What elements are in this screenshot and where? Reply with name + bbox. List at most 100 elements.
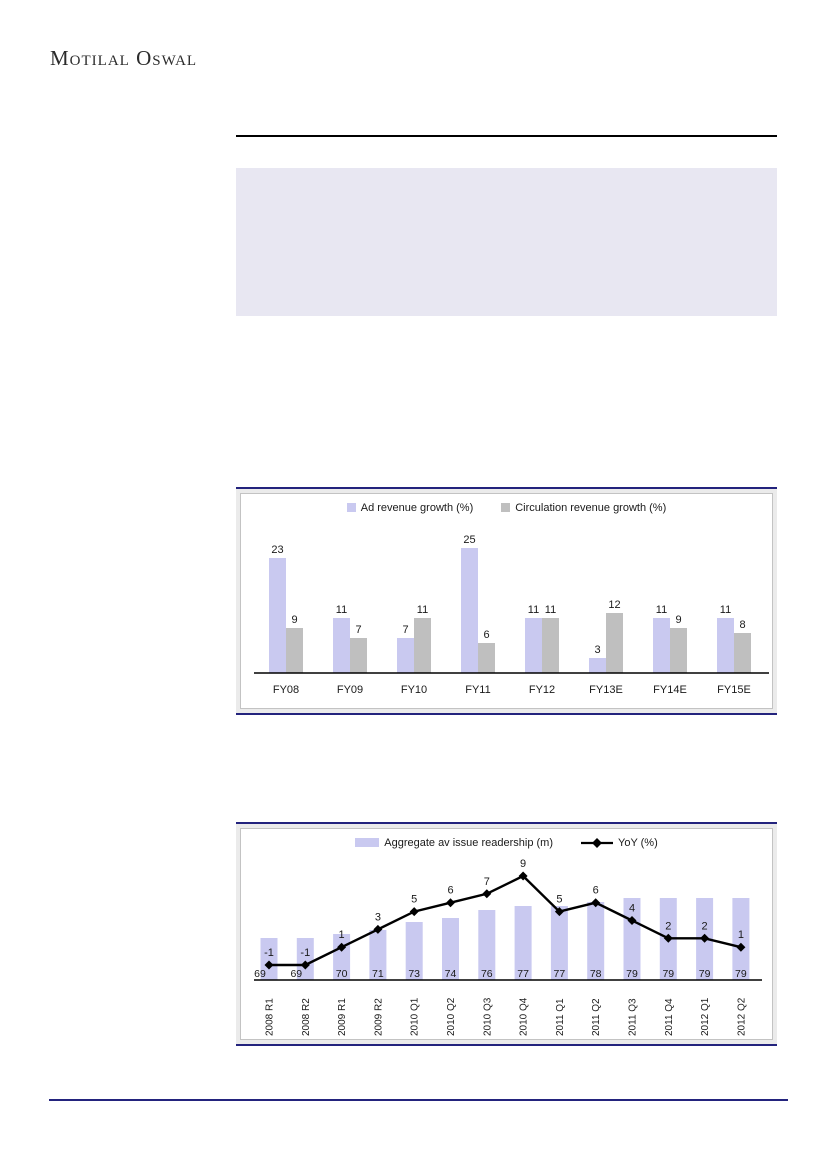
line-marker-diamond: [300, 960, 310, 970]
bar-readership: [405, 922, 423, 980]
line-value-label: 9: [520, 858, 526, 870]
bar-value-label: 9: [675, 614, 681, 626]
bar-value-label: 11: [545, 604, 556, 616]
bar-ad-revenue: [717, 618, 734, 673]
bar-value-label: 11: [720, 604, 731, 616]
bar-value-label: 69: [290, 968, 302, 980]
bar-value-label: 11: [656, 604, 667, 616]
x-axis-label: 2010 Q3: [482, 997, 493, 1036]
bar-value-label: 77: [517, 968, 529, 980]
line-value-label: 2: [702, 920, 708, 932]
bar-readership: [587, 902, 605, 980]
line-value-label: 4: [629, 903, 635, 915]
line-value-label: -1: [300, 947, 310, 959]
chart2-legend: Aggregate av issue readership (m) YoY (%…: [355, 835, 658, 850]
legend-item-readership: Aggregate av issue readership (m): [355, 837, 553, 849]
line-value-label: 1: [738, 929, 744, 941]
legend-item-circulation-revenue: Circulation revenue growth (%): [501, 502, 666, 514]
chart-readership-yoy: Aggregate av issue readership (m) YoY (%…: [236, 822, 777, 1046]
legend-color-swatch-ad: [346, 503, 356, 512]
x-axis-label: 2008 R2: [301, 998, 312, 1036]
legend-item-ad-revenue: Ad revenue growth (%): [346, 501, 474, 514]
bar-value-label: 12: [608, 599, 620, 611]
bar-circulation-revenue: [414, 618, 431, 673]
line-marker-diamond: [736, 942, 746, 952]
bar-readership: [442, 918, 459, 980]
x-axis-label: 2010 Q4: [519, 997, 530, 1036]
x-axis-label: FY08: [273, 684, 299, 696]
bar-value-label: 23: [271, 544, 283, 556]
x-axis-label: FY10: [401, 684, 427, 696]
bar-circulation-revenue: [670, 628, 687, 673]
bar-chart-plot: 23 9 FY08 11 7 FY09 7 11 FY10 25 6 FY11 11 11 FY12 3 12 F…: [254, 534, 769, 696]
line-value-label: -1: [264, 947, 274, 959]
chart-ad-circulation-revenue-growth: Ad revenue growth (%) Circulation revenu…: [236, 487, 777, 715]
bar-value-label: 71: [372, 968, 384, 980]
bar-value-label: 7: [355, 624, 361, 636]
bar-ad-revenue: [269, 558, 286, 673]
bar-value-label: 3: [594, 644, 600, 656]
legend-color-swatch-circulation: [501, 503, 511, 512]
bar-value-label: 6: [483, 629, 489, 641]
bar-ad-revenue: [589, 658, 606, 673]
x-axis-label: FY15E: [717, 684, 751, 696]
line-value-label: 6: [447, 885, 453, 897]
bar-ad-revenue: [397, 638, 414, 673]
line-value-label: 1: [339, 929, 345, 941]
bar-readership: [550, 906, 568, 980]
line-marker-diamond: [446, 898, 455, 908]
line-value-label: 3: [375, 911, 381, 923]
bar-value-label: 79: [699, 968, 711, 980]
chart2-frame: Aggregate av issue readership (m) YoY (%…: [240, 828, 773, 1040]
brand-logo: Motilal Oswal: [50, 46, 198, 70]
x-axis-label: 2009 R2: [373, 998, 384, 1036]
bar-value-label: 11: [528, 604, 539, 616]
bar-circulation-revenue: [350, 638, 367, 673]
line-marker-diamond: [373, 924, 383, 934]
x-axis-label: FY09: [337, 684, 363, 696]
x-axis-label: FY12: [529, 684, 555, 696]
bar-readership: [260, 938, 278, 980]
x-axis-label: 2011 Q3: [628, 998, 639, 1036]
yoy-line: [269, 874, 742, 967]
line-marker-diamond: [482, 889, 492, 899]
line-marker-diamond: [518, 871, 528, 881]
bar-value-label: 11: [417, 604, 428, 616]
bar-value-label: 11: [336, 604, 347, 616]
bar-circulation-revenue: [286, 628, 303, 673]
bar-value-label: 76: [481, 968, 493, 980]
bar-readership: [478, 910, 496, 980]
x-axis-label: 2011 Q2: [591, 998, 602, 1036]
chart1-frame: Ad revenue growth (%) Circulation revenu…: [240, 493, 773, 709]
line-marker-diamond: [700, 933, 710, 943]
bar-ad-revenue: [653, 618, 670, 673]
bar-value-label: 78: [590, 968, 602, 980]
bar-value-label: 70: [336, 968, 348, 980]
content-placeholder-box: [236, 168, 777, 316]
x-axis-label: 2009 R1: [337, 998, 348, 1036]
bar-value-label: 74: [445, 968, 457, 980]
x-axis-label: 2012 Q2: [736, 997, 747, 1036]
bar-value-label: 7: [402, 624, 408, 636]
bar-circulation-revenue: [542, 618, 559, 673]
legend-color-swatch-readership: [355, 838, 380, 847]
line-value-label: 7: [484, 876, 490, 888]
bar-readership: [369, 930, 387, 980]
bar-value-label: 79: [626, 968, 638, 980]
x-axis-label: FY14E: [653, 684, 687, 696]
bar-value-label: 77: [554, 968, 566, 980]
line-value-label: 6: [593, 885, 599, 897]
bar-ad-revenue: [525, 618, 542, 673]
line-value-label: 2: [665, 920, 671, 932]
line-marker-diamond: [627, 916, 637, 925]
x-axis-label: 2011 Q4: [664, 998, 675, 1036]
line-marker-diamond: [591, 898, 601, 908]
legend-label: Ad revenue growth (%): [360, 501, 474, 514]
x-axis-label: FY13E: [589, 684, 623, 696]
bar-value-label: 9: [291, 614, 297, 626]
x-axis-label: 2010 Q1: [410, 997, 421, 1036]
bar-ad-revenue: [333, 618, 350, 673]
bar-circulation-revenue: [478, 643, 495, 673]
bar-value-label: 25: [463, 534, 475, 546]
legend-label: Circulation revenue growth (%): [515, 501, 667, 514]
